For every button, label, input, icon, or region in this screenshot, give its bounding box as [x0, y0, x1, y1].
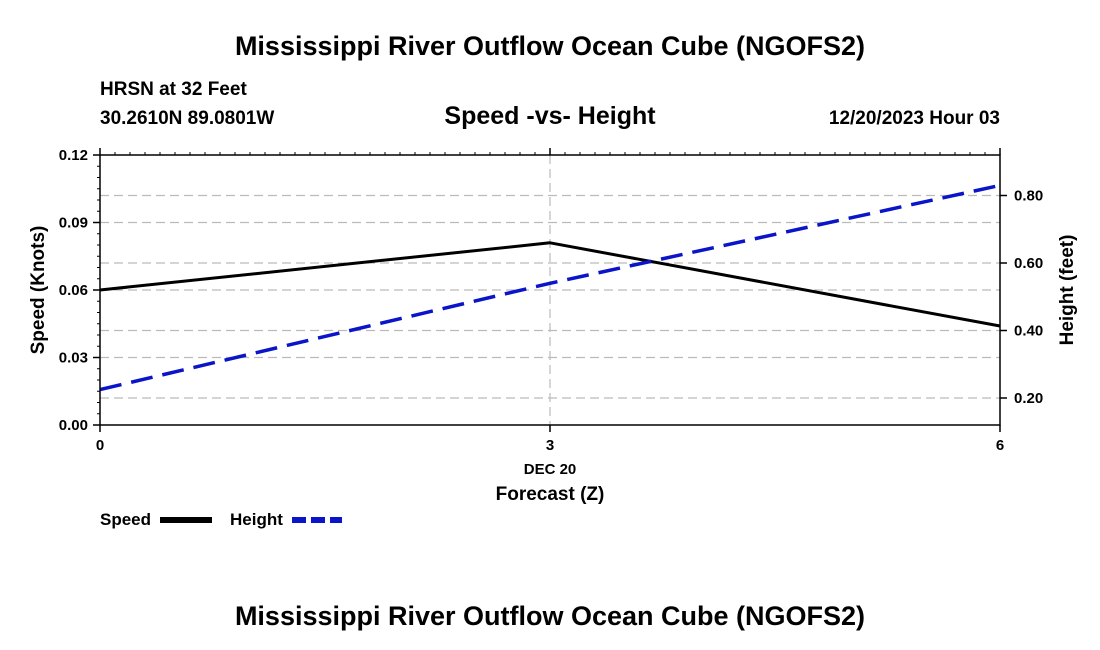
legend: Speed Height [100, 510, 342, 529]
x-tick-label: 6 [996, 437, 1004, 454]
y-tick-label: 0.12 [59, 147, 88, 164]
footer-title: Mississippi River Outflow Ocean Cube (NG… [235, 601, 865, 631]
grid-layer [100, 155, 1000, 425]
y-axis-label: Speed (Knots) [28, 226, 49, 355]
legend-speed-label: Speed [100, 510, 151, 529]
series-line-speed [99, 241, 1001, 328]
series-layer [99, 183, 1001, 392]
legend-height-label: Height [230, 510, 283, 529]
chart-subtitle: Speed -vs- Height [444, 102, 656, 130]
x-axis-label: Forecast (Z) [496, 484, 605, 505]
y-tick-label: 0.09 [59, 215, 88, 232]
chart-main-title: Mississippi River Outflow Ocean Cube (NG… [235, 31, 865, 61]
x-date-label: DEC 20 [524, 461, 577, 478]
y2-tick-label: 0.20 [1014, 390, 1043, 407]
y2-tick-label: 0.60 [1014, 255, 1043, 272]
forecast-datetime: 12/20/2023 Hour 03 [829, 108, 1000, 129]
y-tick-label: 0.00 [59, 417, 88, 434]
series-line-height [99, 183, 1001, 392]
x-tick-label: 0 [96, 437, 104, 454]
y2-tick-label: 0.80 [1014, 188, 1043, 205]
x-tick-label: 3 [546, 437, 554, 454]
station-label: HRSN at 32 Feet [100, 79, 247, 100]
station-coordinates: 30.2610N 89.0801W [100, 108, 274, 129]
y2-axis-label: Height (feet) [1057, 235, 1078, 346]
axis-ticks: 0.00 0.03 0.06 0.09 0.12 0.20 0.40 0.60 0.80 0 3 6 [59, 147, 1043, 454]
y-tick-label: 0.03 [59, 350, 88, 367]
y-tick-label: 0.06 [59, 282, 88, 299]
y2-tick-label: 0.40 [1014, 323, 1043, 340]
